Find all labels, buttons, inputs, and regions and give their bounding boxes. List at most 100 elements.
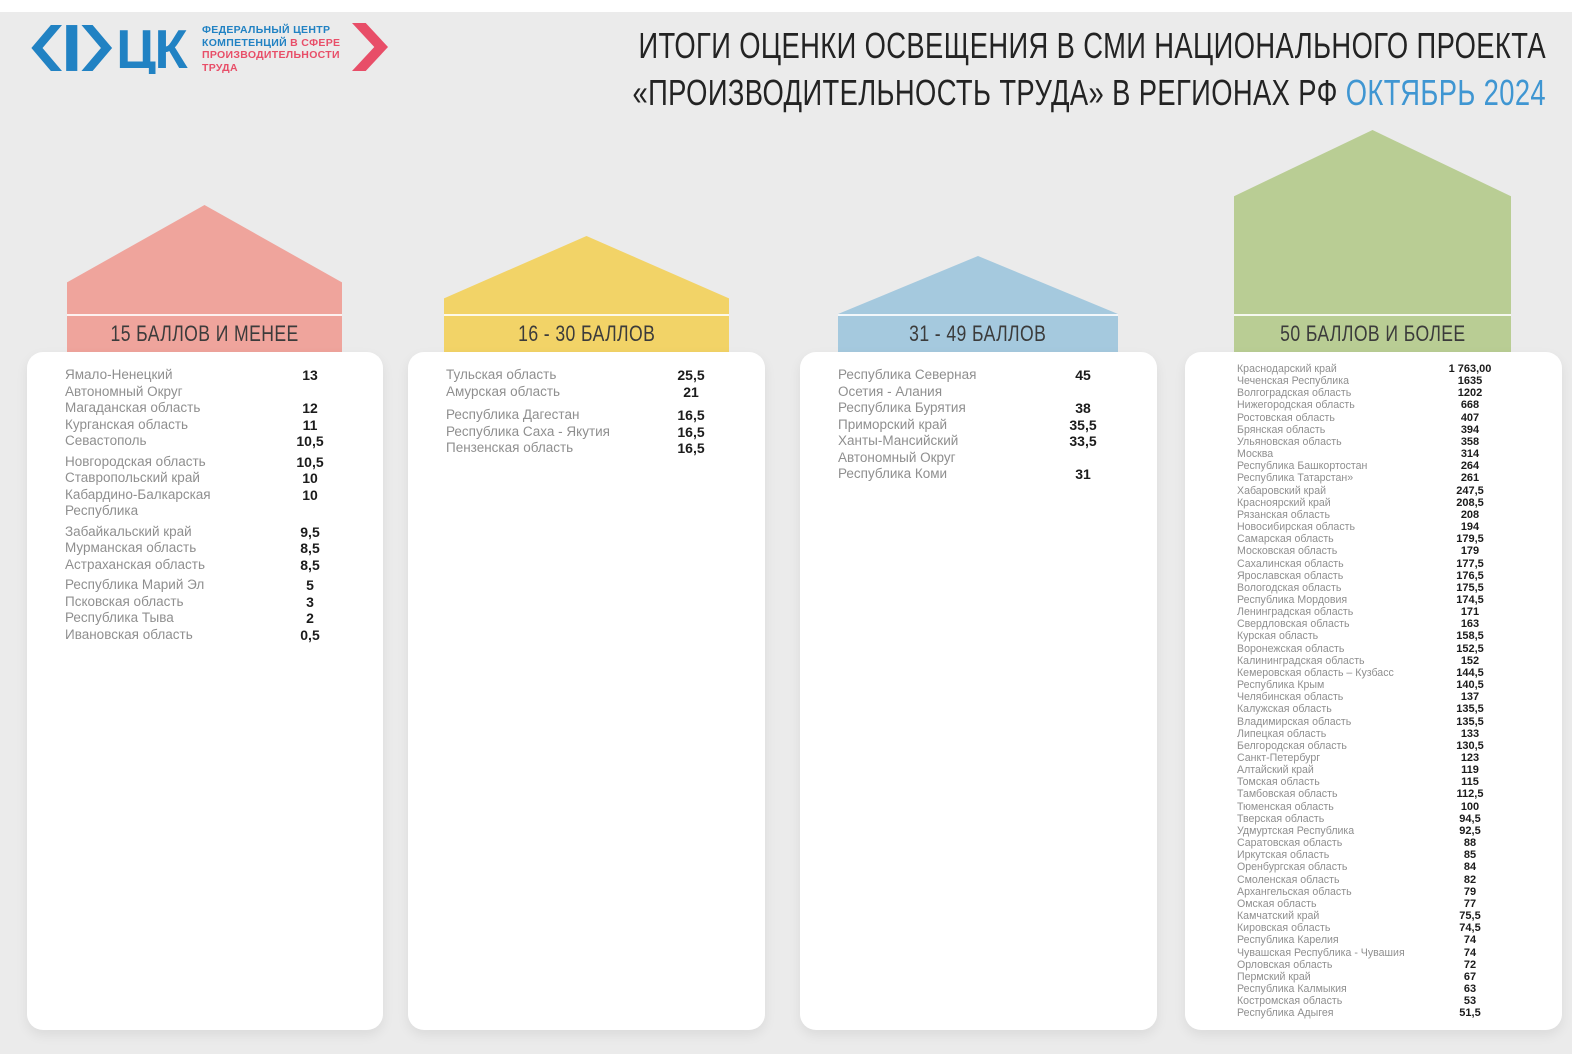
region-name: Ставропольский край [65, 470, 200, 485]
region-row: Амурская область 21 [408, 384, 765, 401]
region-score: 8,5 [300, 540, 320, 556]
region-row: Забайкальский край 9,5 [27, 524, 383, 541]
region-row: Брянская область 394 [1185, 424, 1562, 436]
region-list-gte50: Краснодарский край 1 763,00 Чеченская Респ… [1185, 352, 1562, 1030]
logo-line1: ФЕДЕРАЛЬНЫЙ ЦЕНТР [202, 24, 331, 36]
region-row: Ульяновская область 358 [1185, 436, 1562, 448]
region-row: Кировская область 74,5 [1185, 922, 1562, 934]
region-row: Республика Северная Осетия - Алания 45 [800, 367, 1157, 400]
region-name: Орловская область [1237, 958, 1333, 971]
region-name: Иркутская область [1237, 849, 1330, 862]
region-name: Республика Мордовия [1237, 593, 1348, 606]
region-score: 179 [1460, 545, 1480, 558]
region-name: Смоленская область [1237, 873, 1340, 886]
region-name: Московская область [1237, 545, 1338, 558]
region-score: 11 [302, 416, 318, 433]
region-row: Сахалинская область 177,5 [1185, 558, 1562, 570]
region-row: Москва 314 [1185, 448, 1562, 460]
region-row: Ивановская область 0,5 [27, 627, 383, 644]
region-name: Республика Дагестан [446, 407, 580, 422]
region-score: 130,5 [1456, 739, 1484, 752]
region-name: Курганская область [65, 416, 189, 432]
house-roof [67, 205, 342, 314]
region-name: Республика Тыва [65, 610, 174, 625]
region-score: 12 [302, 400, 318, 416]
region-score: 35,5 [1069, 416, 1097, 433]
bracket-house-lte15: 15 БАЛЛОВ И МЕНЕЕ [67, 205, 342, 352]
region-row: Приморский край 35,5 [800, 417, 1157, 434]
fck-logo-mark-icon: ЦК [31, 22, 190, 74]
region-score: 31 [1075, 466, 1091, 482]
region-name: Забайкальский край [65, 523, 192, 539]
region-row: Липецкая область 133 [1185, 728, 1562, 740]
region-score: 261 [1460, 472, 1480, 485]
region-row: Ростовская область 407 [1185, 412, 1562, 424]
region-name: Самарская область [1237, 533, 1334, 546]
region-row: Саратовская область 88 [1185, 837, 1562, 849]
region-score: 10,5 [296, 453, 324, 470]
region-row: Республика Татарстан» 261 [1185, 472, 1562, 484]
region-name: Республика Адыгея [1237, 1007, 1334, 1020]
region-row: Калининградская область 152 [1185, 655, 1562, 667]
page-title-line2: «ПРОИЗВОДИТЕЛЬНОСТЬ ТРУДА» В РЕГИОНАХ РФ… [632, 69, 1546, 116]
region-name: Республика Башкортостан [1237, 460, 1368, 473]
region-name: Кировская область [1237, 922, 1331, 935]
region-name: Удмуртская Республика [1237, 824, 1355, 837]
region-name: Новосибирская область [1237, 521, 1355, 534]
region-row: Воронежская область 152,5 [1185, 643, 1562, 655]
region-name: Челябинская область [1237, 691, 1344, 704]
region-name: Сахалинская область [1237, 557, 1344, 570]
region-name: Псковская область [65, 593, 184, 609]
region-name: Костромская область [1237, 995, 1343, 1008]
house-roof [1234, 130, 1511, 314]
region-name: Белгородская область [1237, 739, 1347, 752]
region-row: Тульская область 25,5 [408, 367, 765, 384]
region-name: Новгородская область [65, 453, 206, 469]
region-score: 171 [1460, 606, 1480, 619]
region-name: Чеченская Республика [1237, 375, 1349, 388]
region-row: Кемеровская область – Кузбасс 144,5 [1185, 667, 1562, 679]
region-score: 135,5 [1456, 703, 1484, 716]
region-score: 175,5 [1456, 581, 1484, 594]
bracket-label: 16 - 30 БАЛЛОВ [517, 321, 656, 346]
region-score: 88 [1463, 837, 1477, 850]
region-score: 1635 [1457, 375, 1483, 388]
region-row: Республика Крым 140,5 [1185, 679, 1562, 691]
bracket-house-31-49: 31 - 49 БАЛЛОВ [838, 256, 1118, 352]
region-name: Омская область [1237, 897, 1317, 910]
region-score: 115 [1461, 776, 1479, 789]
region-name: Свердловская область [1237, 618, 1350, 631]
fck-logo: ЦК ФЕДЕРАЛЬНЫЙ ЦЕНТР КОМПЕТЕНЦИЙ В СФЕРЕ… [30, 22, 389, 74]
region-name: Камчатский край [1237, 910, 1320, 923]
region-score: 25,5 [677, 367, 705, 383]
region-score: 123 [1460, 752, 1480, 764]
region-row: Магаданская область 12 [27, 400, 383, 417]
region-name: Республика Крым [1237, 679, 1325, 692]
region-row: Мурманская область 8,5 [27, 540, 383, 557]
logo-line3: ПРОИЗВОДИТЕЛЬНОСТИ [202, 49, 340, 61]
region-row: Ставропольский край 10 [27, 470, 383, 487]
region-row: Севастополь 10,5 [27, 433, 383, 450]
logo-line2-red: В СФЕРЕ [290, 36, 341, 49]
region-row: Ханты-Мансийский Автономный Округ 33,5 [800, 433, 1157, 466]
region-name: Ростовская область [1237, 411, 1335, 424]
region-name: Тверская область [1237, 812, 1325, 825]
region-row: Республика Коми 31 [800, 466, 1157, 483]
region-score: 16,5 [677, 440, 705, 456]
region-row: Республика Дагестан 16,5 [408, 407, 765, 424]
region-list-31-49: Республика Северная Осетия - Алания 45 Рес… [800, 352, 1157, 1030]
region-row: Новосибирская область 194 [1185, 521, 1562, 533]
region-name: Амурская область [446, 383, 561, 399]
top-strip [0, 0, 1572, 12]
region-score: 67 [1463, 970, 1477, 983]
region-score: 92,5 [1459, 824, 1481, 837]
region-name: Оренбургская область [1237, 861, 1348, 874]
bracket-house-gte50: 50 БАЛЛОВ И БОЛЕЕ [1234, 130, 1511, 352]
region-score: 33,5 [1069, 433, 1097, 449]
region-row: Республика Бурятия 38 [800, 400, 1157, 417]
region-name: Приморский край [838, 416, 948, 432]
region-row: Краснодарский край 1 763,00 [1185, 363, 1562, 375]
fck-logo-text: ФЕДЕРАЛЬНЫЙ ЦЕНТР КОМПЕТЕНЦИЙ В СФЕРЕ ПР… [202, 22, 340, 74]
region-name: Томская область [1237, 776, 1320, 789]
region-row: Ярославская область 176,5 [1185, 570, 1562, 582]
